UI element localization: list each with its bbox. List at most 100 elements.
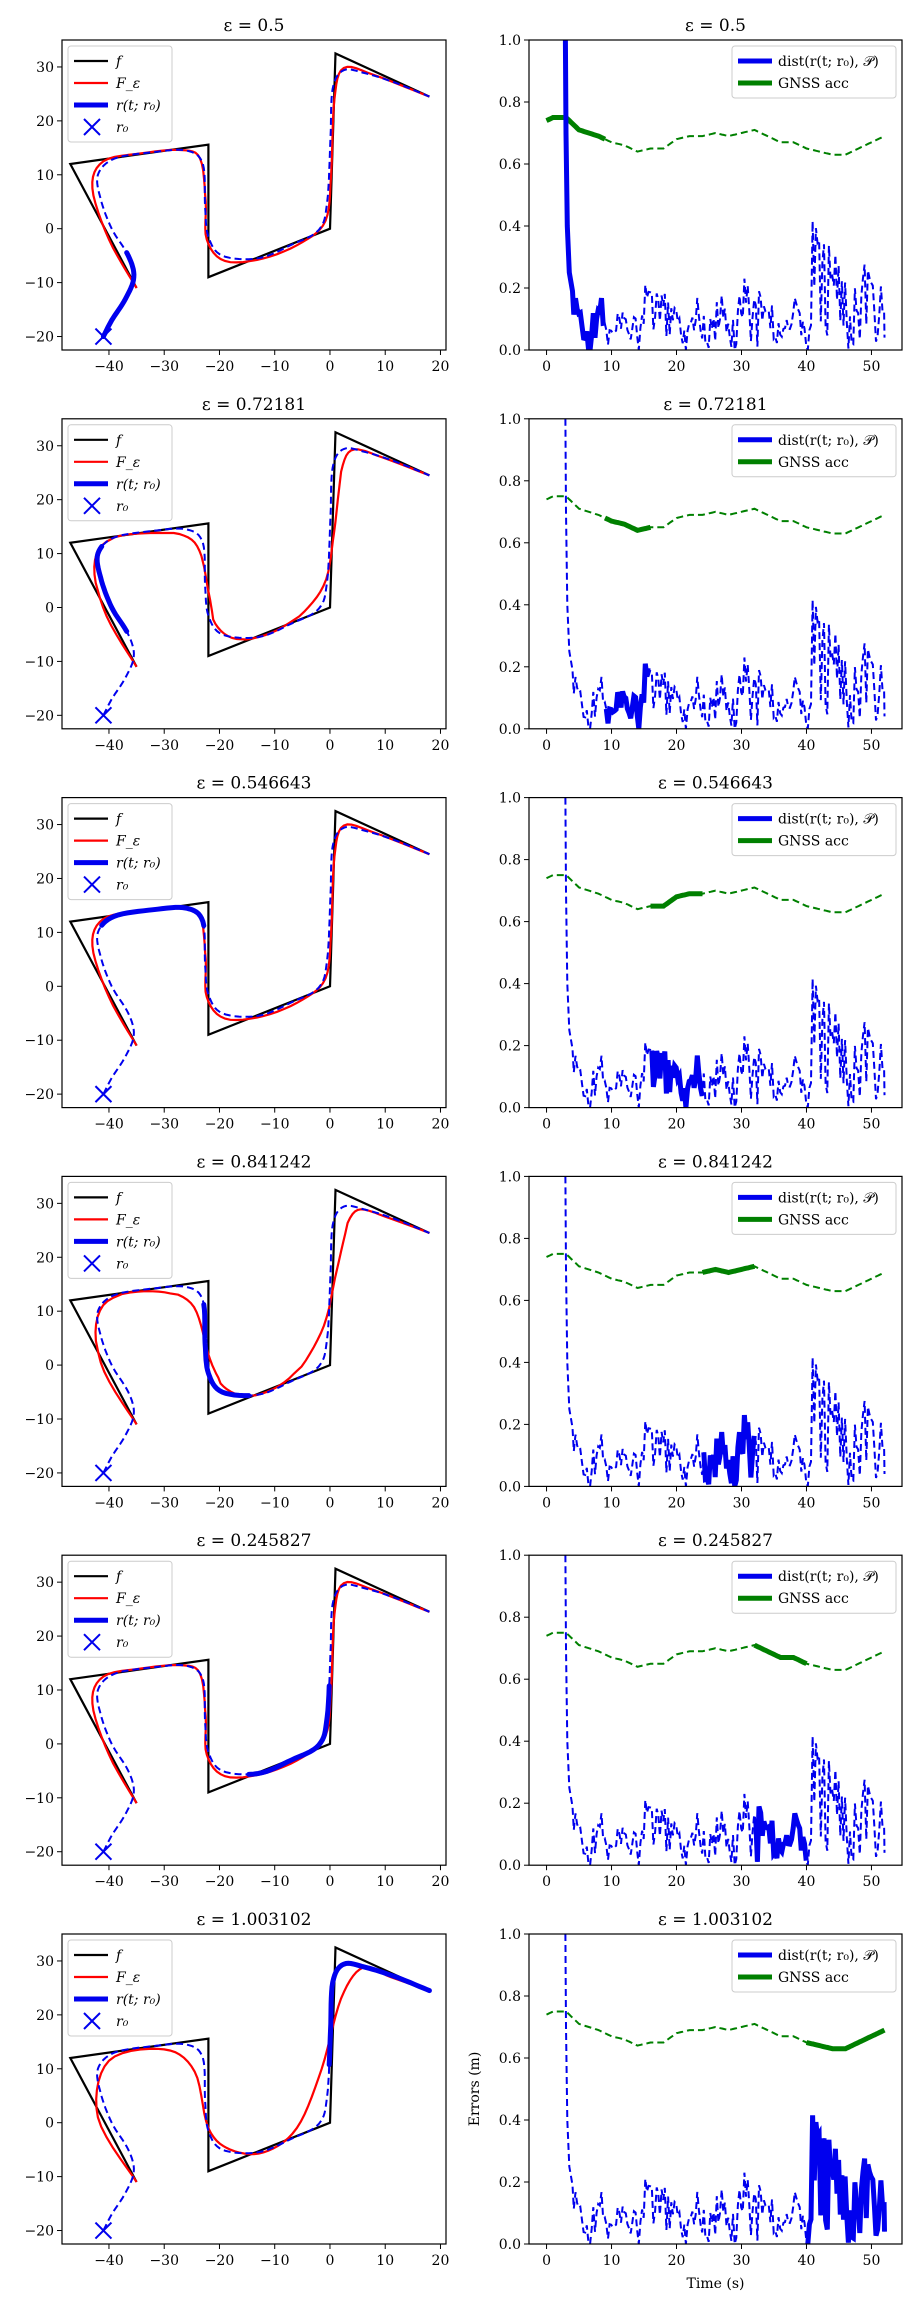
trajectory-title: ε = 0.5 (224, 16, 285, 36)
legend-label-gnss: GNSS acc (778, 76, 849, 92)
error-frame (528, 418, 903, 730)
x-tick-label: 50 (863, 2253, 881, 2269)
series-F-eps (91, 1580, 430, 1804)
y-tick-label: 0.2 (499, 281, 521, 297)
legend-marker-r0 (83, 2012, 101, 2030)
legend-label-r: r(t; r₀) (116, 1992, 161, 2008)
y-tick-label: 0.6 (499, 1672, 521, 1688)
start-marker-r0 (94, 1843, 113, 1861)
y-tick-label: 0.4 (499, 219, 521, 235)
legend-label-r0: r₀ (116, 878, 129, 894)
x-tick-label: −20 (205, 2253, 235, 2269)
legend-label-r: r(t; r₀) (116, 856, 161, 872)
legend-box (67, 1560, 173, 1658)
series-r-highlight (100, 250, 137, 339)
trajectory-plot-area (68, 1188, 430, 1482)
legend-label-dist: dist(r(t; r₀), 𝒫) (778, 433, 879, 449)
y-tick-label: 1.0 (499, 412, 521, 428)
trajectory-legend: f F_ε r(t; r₀) r₀ (67, 1181, 173, 1279)
trajectory-legend: f F_ε r(t; r₀) r₀ (67, 45, 173, 143)
x-tick-label: 40 (798, 1495, 816, 1511)
y-tick-label: 0.2 (499, 1039, 521, 1055)
trajectory-frame (61, 1933, 447, 2245)
x-tick-label: 30 (733, 1874, 751, 1890)
y-tick-label: 0 (45, 1737, 54, 1753)
series-dist-highlight (603, 663, 651, 729)
legend-label-gnss: GNSS acc (778, 1970, 849, 1986)
trajectory-panel-3: ε = 0.546643 −40 −30 −20 −10 0 10 20 −20 −10 0 10 20… (24, 774, 449, 1133)
y-tick-label: 30 (36, 818, 54, 834)
series-f (68, 1188, 430, 1425)
legend-label-gnss: GNSS acc (778, 455, 849, 471)
series-r-highlight (246, 1683, 332, 1777)
series-f (68, 809, 430, 1047)
legend-label-F: F_ε (115, 76, 140, 92)
x-tick-label: −40 (94, 1117, 124, 1133)
y-tick-label: 1.0 (499, 791, 521, 807)
x-tick-label: 20 (432, 738, 450, 754)
series-gnss-dashed (546, 116, 885, 156)
error-plot-area (546, 797, 886, 1108)
start-marker-r0 (94, 327, 113, 346)
y-tick-label: 20 (36, 2008, 54, 2024)
x-tick-label: −10 (260, 738, 290, 754)
error-panel-6: ε = 1.003102 0 10 20 30 40 50 0.0 0.2 0.4 0.6 0.8 1.… (467, 1910, 903, 2292)
series-dist-highlight (753, 1805, 809, 1862)
x-tick-label: 50 (863, 359, 881, 375)
y-tick-label: 1.0 (499, 33, 521, 49)
x-tick-label: 20 (432, 359, 450, 375)
trajectory-legend: f F_ε r(t; r₀) r₀ (67, 1560, 173, 1658)
start-marker-r0 (94, 2221, 113, 2240)
error-panel-2: ε = 0.72181 0 10 20 30 40 50 0.0 0.2 0.4 0.6 0.8 1.0… (499, 395, 903, 754)
x-tick-label: 40 (798, 2253, 816, 2269)
y-tick-label: −20 (24, 330, 54, 346)
y-tick-label: 0.0 (499, 1479, 521, 1495)
legend-marker-r0 (83, 118, 101, 136)
legend-label-r: r(t; r₀) (116, 477, 161, 493)
error-legend: dist(r(t; r₀), 𝒫) GNSS acc (731, 45, 897, 99)
y-tick-label: 1.0 (499, 1548, 521, 1564)
y-tick-label: 0.0 (499, 2237, 521, 2253)
y-tick-label: 0.0 (499, 343, 521, 359)
y-tick-label: 0.8 (499, 1610, 521, 1626)
x-tick-label: 30 (733, 2253, 751, 2269)
series-r-dashed (96, 825, 430, 1095)
series-r-highlight (326, 1960, 432, 2068)
legend-label-dist: dist(r(t; r₀), 𝒫) (778, 1948, 879, 1964)
series-F-eps (91, 823, 430, 1047)
series-dist-highlight (562, 40, 606, 350)
y-tick-label: 20 (36, 871, 54, 887)
x-tick-label: 0 (542, 2253, 551, 2269)
x-tick-label: 10 (603, 359, 621, 375)
trajectory-title: ε = 0.245827 (197, 1531, 312, 1551)
x-tick-label: 50 (863, 738, 881, 754)
y-tick-label: 20 (36, 493, 54, 509)
error-plot-area (546, 418, 886, 729)
error-frame (528, 1554, 903, 1866)
legend-label-F: F_ε (115, 1970, 140, 1986)
series-gnss-dashed (546, 2010, 885, 2050)
series-gnss-highlight (805, 2027, 886, 2052)
x-tick-label: −30 (149, 2253, 179, 2269)
x-tick-label: 10 (603, 2253, 621, 2269)
legend-box (731, 424, 897, 478)
y-tick-label: 10 (36, 547, 54, 563)
x-tick-label: −30 (149, 1874, 179, 1890)
x-tick-label: −20 (205, 1495, 235, 1511)
y-tick-label: 0 (45, 2116, 54, 2132)
trajectory-plot-area (68, 1567, 430, 1861)
error-title: ε = 0.546643 (658, 774, 773, 794)
x-tick-label: 40 (798, 1117, 816, 1133)
y-tick-label: 0.8 (499, 1989, 521, 2005)
y-tick-label: 0.2 (499, 1417, 521, 1433)
x-tick-label: −20 (205, 1874, 235, 1890)
x-tick-label: 10 (603, 1874, 621, 1890)
trajectory-title: ε = 0.546643 (197, 774, 312, 794)
y-tick-label: 0.2 (499, 2175, 521, 2191)
legend-label-f: f (115, 54, 124, 70)
error-legend: dist(r(t; r₀), 𝒫) GNSS acc (731, 1939, 897, 1993)
legend-label-r0: r₀ (116, 2014, 129, 2030)
series-gnss-dashed (546, 1631, 885, 1671)
x-tick-label: 40 (798, 1874, 816, 1890)
x-tick-label: −40 (94, 738, 124, 754)
